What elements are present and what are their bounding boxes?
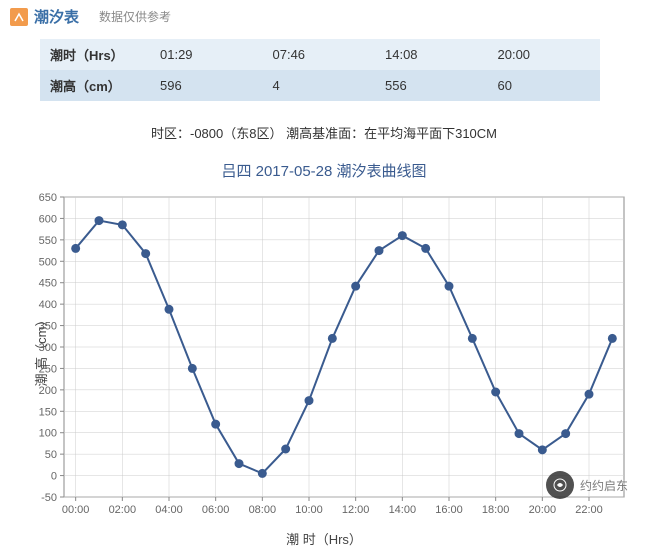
row-label-height: 潮高（cm） (40, 70, 150, 101)
svg-text:550: 550 (39, 235, 57, 247)
svg-text:04:00: 04:00 (155, 504, 183, 516)
tide-icon (10, 8, 28, 26)
cell-time: 01:29 (150, 39, 263, 70)
page-title: 潮汐表 (34, 6, 79, 27)
svg-text:150: 150 (39, 406, 57, 418)
svg-text:00:00: 00:00 (62, 504, 90, 516)
svg-text:20:00: 20:00 (529, 504, 557, 516)
x-axis-label: 潮 时（Hrs） (0, 527, 648, 556)
chart-title: 吕四 2017-05-28 潮汐表曲线图 (0, 158, 648, 187)
svg-text:18:00: 18:00 (482, 504, 510, 516)
svg-text:200: 200 (39, 385, 57, 397)
tide-table: 潮时（Hrs） 01:29 07:46 14:08 20:00 潮高（cm） 5… (40, 39, 600, 101)
cell-time: 14:08 (375, 39, 488, 70)
svg-text:500: 500 (39, 256, 57, 268)
y-axis-label: 潮 高（cm） (31, 314, 50, 387)
cell-height: 596 (150, 70, 263, 101)
data-note: 数据仅供参考 (99, 8, 171, 25)
row-label-time: 潮时（Hrs） (40, 39, 150, 70)
cell-time: 07:46 (263, 39, 376, 70)
cell-height: 4 (263, 70, 376, 101)
svg-text:600: 600 (39, 213, 57, 225)
cell-height: 556 (375, 70, 488, 101)
timezone-line: 时区：-0800（东8区） 潮高基准面：在平均海平面下310CM (0, 107, 648, 158)
svg-text:400: 400 (39, 299, 57, 311)
svg-text:12:00: 12:00 (342, 504, 370, 516)
svg-text:22:00: 22:00 (575, 504, 603, 516)
svg-text:08:00: 08:00 (249, 504, 277, 516)
svg-text:100: 100 (39, 428, 57, 440)
cell-time: 20:00 (488, 39, 601, 70)
svg-text:0: 0 (51, 471, 57, 483)
cell-height: 60 (488, 70, 601, 101)
svg-text:02:00: 02:00 (109, 504, 137, 516)
svg-text:50: 50 (45, 449, 57, 461)
svg-text:650: 650 (39, 192, 57, 204)
svg-text:16:00: 16:00 (435, 504, 463, 516)
svg-text:14:00: 14:00 (389, 504, 417, 516)
svg-text:-50: -50 (41, 492, 57, 504)
svg-text:10:00: 10:00 (295, 504, 323, 516)
svg-text:06:00: 06:00 (202, 504, 230, 516)
svg-text:450: 450 (39, 278, 57, 290)
watermark: 约约启东 (546, 471, 628, 499)
